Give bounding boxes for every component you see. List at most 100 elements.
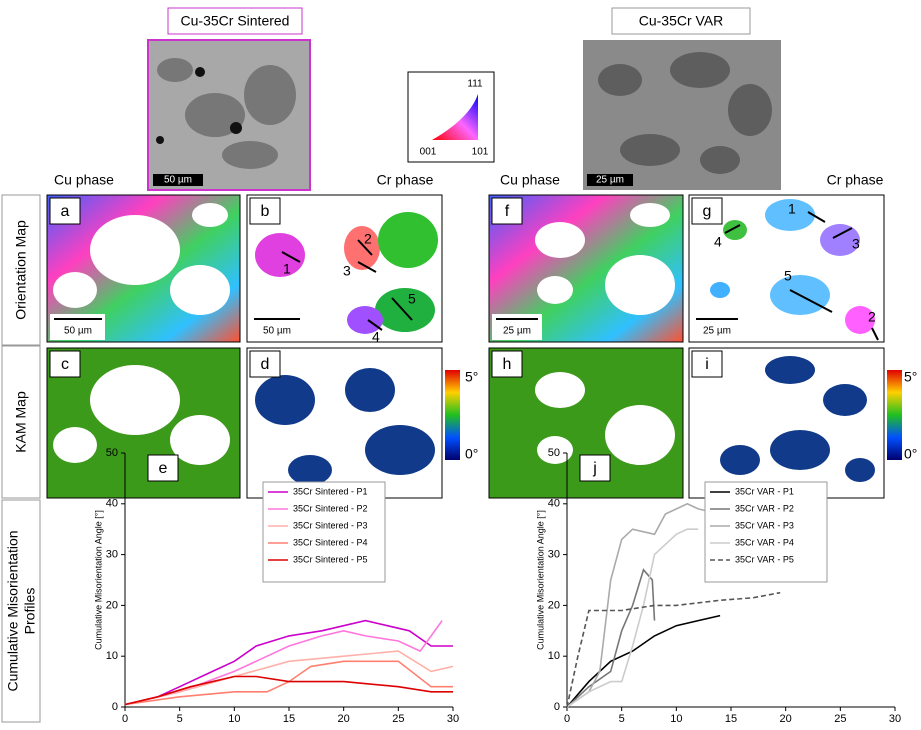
panel-letter: b (261, 203, 270, 220)
legend-label: 35Cr VAR - P3 (735, 520, 794, 530)
arrow-label: 2 (364, 231, 372, 247)
legend-label: 35Cr Sintered - P2 (293, 503, 368, 513)
letter-box (491, 197, 523, 225)
legend-label: 35Cr Sintered - P4 (293, 537, 368, 547)
line (566, 528, 699, 708)
row-box (1, 194, 41, 346)
x-tick-label: 30 (447, 713, 459, 725)
legend-label: 35Cr Sintered - P5 (293, 554, 368, 564)
y-tick-label: 50 (548, 447, 560, 459)
panel-letter: d (261, 356, 270, 373)
scale-label: 25 µm (703, 326, 731, 337)
x-tick-label: 15 (725, 713, 737, 725)
panel-letter: f (505, 203, 510, 220)
title-box (167, 7, 303, 35)
legend-label: 35Cr VAR - P5 (735, 554, 794, 564)
letter-box (49, 350, 81, 378)
y-tick-label: 30 (548, 549, 560, 561)
letter-box (49, 197, 81, 225)
phase-label: Cr phase (377, 172, 434, 188)
colorbar (445, 370, 460, 460)
phase-label: Cu phase (54, 172, 114, 188)
y-tick-label: 20 (548, 599, 560, 611)
ipf-label: 111 (467, 79, 483, 90)
sem-grains (598, 52, 772, 174)
scale-box (153, 174, 203, 186)
legend (262, 481, 386, 583)
x-tick-label: 25 (834, 713, 846, 725)
legend-label: 35Cr Sintered - P3 (293, 520, 368, 530)
panel-letter: a (61, 203, 70, 220)
y-tick-label: 10 (548, 650, 560, 662)
arrow-label: 5 (784, 268, 792, 284)
x-tick-label: 20 (780, 713, 792, 725)
y-tick-label: 40 (106, 498, 118, 510)
line (566, 502, 710, 708)
map-scale (492, 314, 542, 340)
arrow-label: 1 (788, 201, 796, 217)
map-scale (50, 314, 105, 340)
legend-label: 35Cr VAR - P1 (735, 486, 794, 496)
orientation-maps (46, 194, 885, 343)
arrow-label: 4 (714, 234, 722, 250)
panel-letter: e (159, 460, 168, 477)
title-box (611, 7, 751, 35)
letter-box (491, 350, 523, 378)
arrows (281, 211, 879, 341)
phase-label: Cu phase (500, 172, 560, 188)
y-tick-label: 30 (106, 549, 118, 561)
colorbar-label: 0° (465, 446, 478, 462)
x-tick-label: 30 (889, 713, 901, 725)
arrow-label: 5 (408, 291, 416, 307)
x-tick-label: 25 (392, 713, 404, 725)
letter-box (691, 350, 723, 378)
y-tick-label: 20 (106, 599, 118, 611)
row-label: KAM Map (13, 391, 29, 453)
colorbar (887, 370, 902, 460)
x-tick-label: 5 (177, 713, 183, 725)
scale-box (587, 174, 633, 186)
panel-letter: h (503, 356, 512, 373)
arrow-label: 3 (343, 263, 351, 279)
x-tick-label: 20 (338, 713, 350, 725)
row-label: Orientation Map (13, 220, 29, 320)
panel-letter: j (592, 460, 597, 477)
colorbar-label: 0° (904, 446, 917, 462)
panel-letter: c (61, 356, 69, 373)
y-axis-label: Cumulative Misorientation Angle [°] (535, 510, 545, 650)
line (566, 568, 656, 708)
line (124, 650, 454, 706)
legend-label: 35Cr Sintered - P1 (293, 486, 368, 496)
y-tick-label: 0 (112, 701, 118, 713)
line (566, 591, 781, 708)
line (566, 614, 721, 708)
x-tick-label: 10 (670, 713, 682, 725)
scale-label: 50 µm (164, 175, 192, 186)
line (124, 675, 453, 706)
ipf-key (407, 71, 495, 163)
y-tick-label: 0 (554, 701, 560, 713)
sem-grains (156, 58, 296, 169)
phase-label: Cr phase (827, 172, 884, 188)
letter-box (249, 350, 281, 378)
x-tick-label: 5 (619, 713, 625, 725)
letter-box (691, 197, 723, 225)
arrow-label: 4 (372, 329, 380, 345)
line (124, 660, 453, 706)
panel-letter: i (705, 356, 709, 373)
y-tick-label: 10 (106, 650, 118, 662)
panel-letter: g (703, 203, 712, 220)
scale-label: 25 µm (503, 326, 531, 337)
row-label: Profiles (22, 588, 38, 635)
scale-label: 50 µm (64, 326, 92, 337)
letter-box (249, 197, 281, 225)
row-box (1, 499, 41, 723)
line (124, 619, 453, 706)
colorbar-label: 5° (465, 369, 478, 385)
ipf-triangle (432, 94, 478, 140)
y-axis-label: Cumulative Misorientation Angle [°] (93, 510, 103, 650)
scale-label: 25 µm (596, 175, 624, 186)
row-box (1, 345, 41, 499)
letter-box (579, 454, 611, 482)
